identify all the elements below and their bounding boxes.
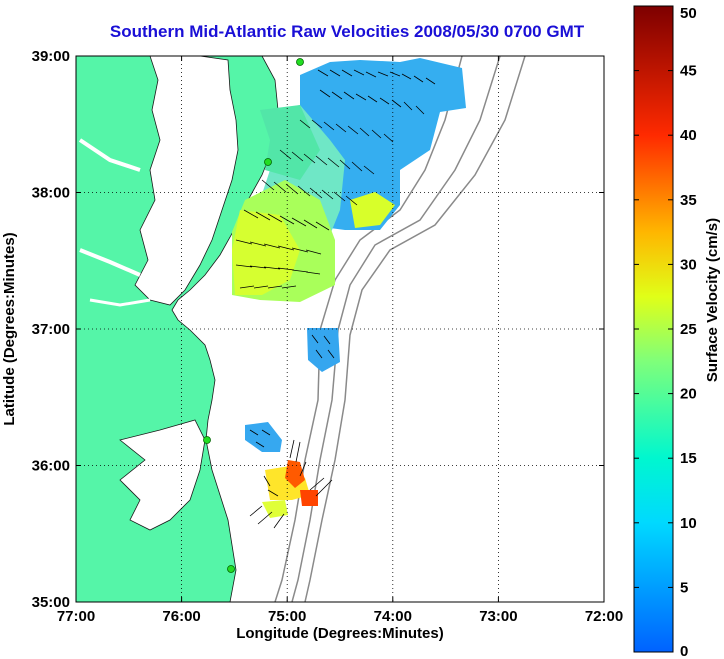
x-tick-label: 72:00 bbox=[585, 608, 623, 625]
colorbar-tick-label: 45 bbox=[680, 63, 697, 80]
bathymetry-contour-3 bbox=[304, 56, 526, 602]
y-tick-label: 35:00 bbox=[32, 594, 70, 611]
colorbar-tick-label: 0 bbox=[680, 643, 688, 659]
colorbar bbox=[633, 5, 674, 653]
radar-site-marker bbox=[296, 58, 304, 66]
river-2 bbox=[79, 248, 141, 277]
colorbar-label: Surface Velocity (cm/s) bbox=[704, 218, 721, 382]
colorbar-tick-label: 35 bbox=[680, 192, 697, 209]
colorbar-tick-label: 40 bbox=[680, 127, 697, 144]
colorbar-tick-label: 5 bbox=[680, 579, 688, 596]
colorbar-tick-label: 30 bbox=[680, 256, 697, 273]
colorbar-tick-label: 25 bbox=[680, 321, 697, 338]
colorbar-tick-label: 15 bbox=[680, 450, 697, 467]
x-tick-label: 76:00 bbox=[162, 608, 200, 625]
y-tick-label: 37:00 bbox=[32, 321, 70, 338]
y-tick-label: 38:00 bbox=[32, 185, 70, 202]
x-tick-label: 75:00 bbox=[268, 608, 306, 625]
radar-site-marker bbox=[227, 565, 235, 573]
y-tick-label: 36:00 bbox=[32, 458, 70, 475]
velocity-field bbox=[232, 58, 466, 518]
colorbar-tick-label: 50 bbox=[680, 5, 697, 22]
radar-site-marker bbox=[203, 436, 211, 444]
sound-water bbox=[119, 419, 206, 531]
river-3 bbox=[89, 298, 151, 307]
x-tick-label: 74:00 bbox=[374, 608, 412, 625]
colorbar-tick-label: 20 bbox=[680, 386, 697, 403]
x-tick-label: 77:00 bbox=[57, 608, 95, 625]
river-1 bbox=[78, 138, 141, 172]
bathymetry-contour-1 bbox=[274, 56, 463, 602]
bathymetry-contour-2 bbox=[291, 56, 501, 602]
chesapeake-bay bbox=[134, 56, 239, 306]
radar-site-marker bbox=[264, 158, 272, 166]
map-title: Southern Mid-Atlantic Raw Velocities 200… bbox=[109, 22, 585, 41]
y-axis-label: Latitude (Degrees:Minutes) bbox=[1, 232, 18, 425]
radar-sites bbox=[203, 58, 304, 573]
x-tick-label: 73:00 bbox=[479, 608, 517, 625]
x-axis-label: Longitude (Degrees:Minutes) bbox=[236, 625, 444, 642]
gridlines bbox=[76, 56, 604, 602]
colorbar-tick-label: 10 bbox=[680, 515, 697, 532]
y-tick-label: 39:00 bbox=[32, 48, 70, 65]
